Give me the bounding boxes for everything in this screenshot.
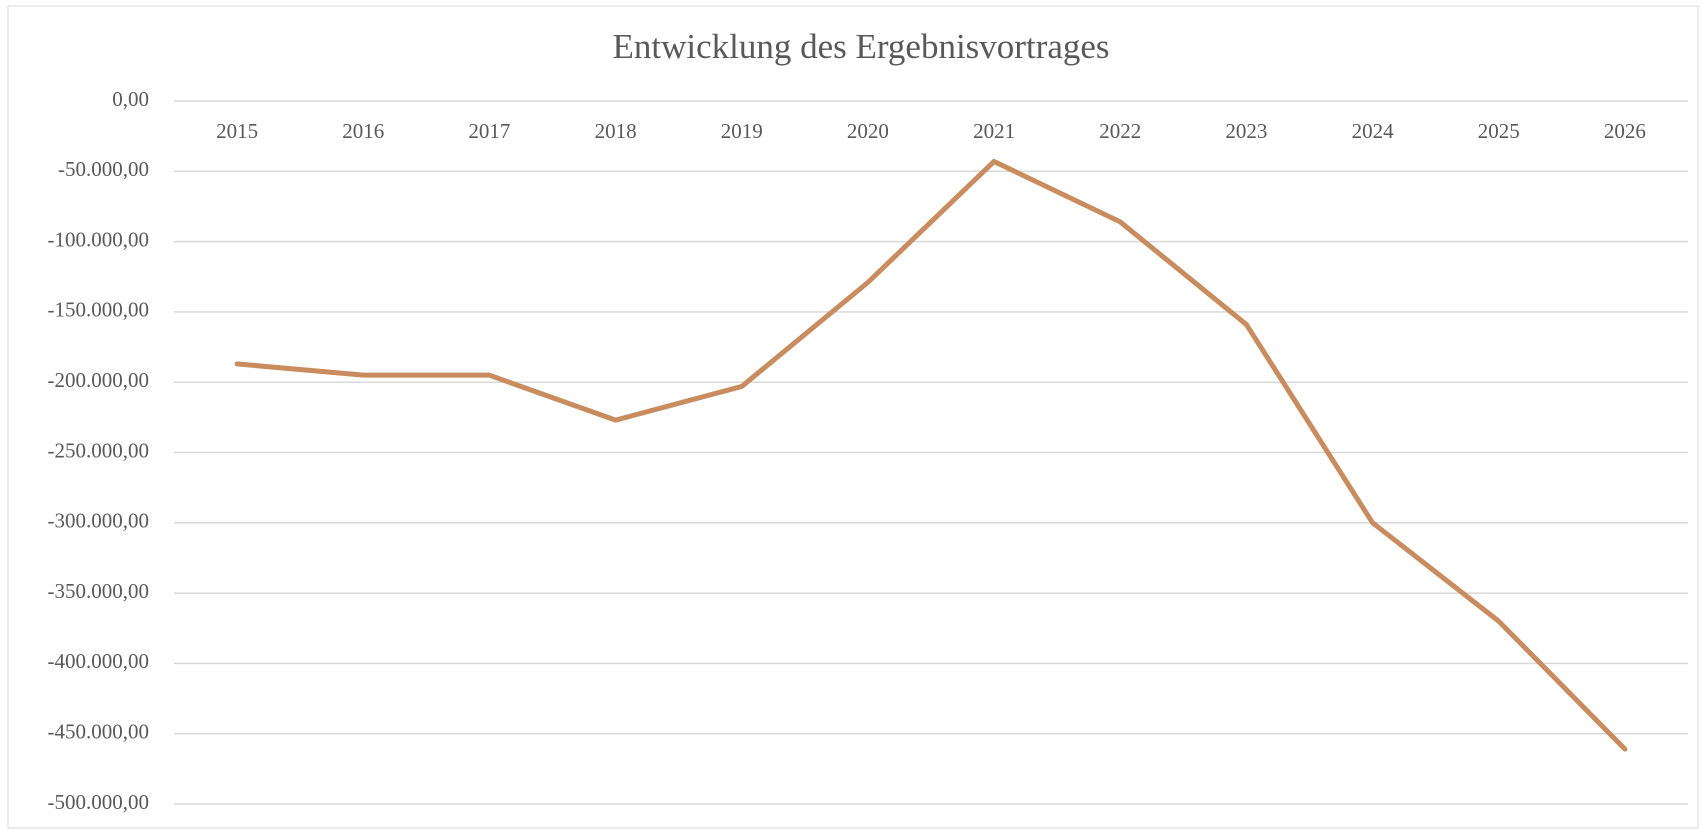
y-tick-label: -450.000,00: [48, 720, 150, 744]
x-tick-label: 2023: [1225, 119, 1267, 143]
y-tick-label: -350.000,00: [48, 579, 150, 603]
x-tick-label: 2021: [973, 119, 1015, 143]
y-tick-label: -200.000,00: [48, 368, 150, 392]
x-tick-label: 2016: [342, 119, 384, 143]
x-tick-label: 2017: [468, 119, 510, 143]
y-tick-label: -300.000,00: [48, 509, 150, 533]
x-tick-label: 2019: [721, 119, 763, 143]
y-tick-label: -50.000,00: [58, 157, 149, 181]
chart-frame: [7, 5, 1699, 829]
y-tick-label: 0,00: [112, 87, 149, 111]
x-tick-label: 2026: [1604, 119, 1646, 143]
y-tick-label: -150.000,00: [48, 298, 150, 322]
x-tick-label: 2015: [216, 119, 258, 143]
x-tick-label: 2020: [847, 119, 889, 143]
chart-title: Entwicklung des Ergebnisvortrages: [612, 27, 1109, 66]
x-tick-label: 2024: [1352, 119, 1395, 143]
y-tick-label: -500.000,00: [48, 790, 150, 814]
x-tick-label: 2025: [1478, 119, 1520, 143]
y-tick-label: -100.000,00: [48, 227, 150, 251]
y-tick-label: -250.000,00: [48, 438, 150, 462]
y-tick-label: -400.000,00: [48, 649, 150, 673]
series-line: [234, 158, 1628, 752]
x-tick-label: 2018: [595, 119, 637, 143]
x-tick-label: 2022: [1099, 119, 1141, 143]
